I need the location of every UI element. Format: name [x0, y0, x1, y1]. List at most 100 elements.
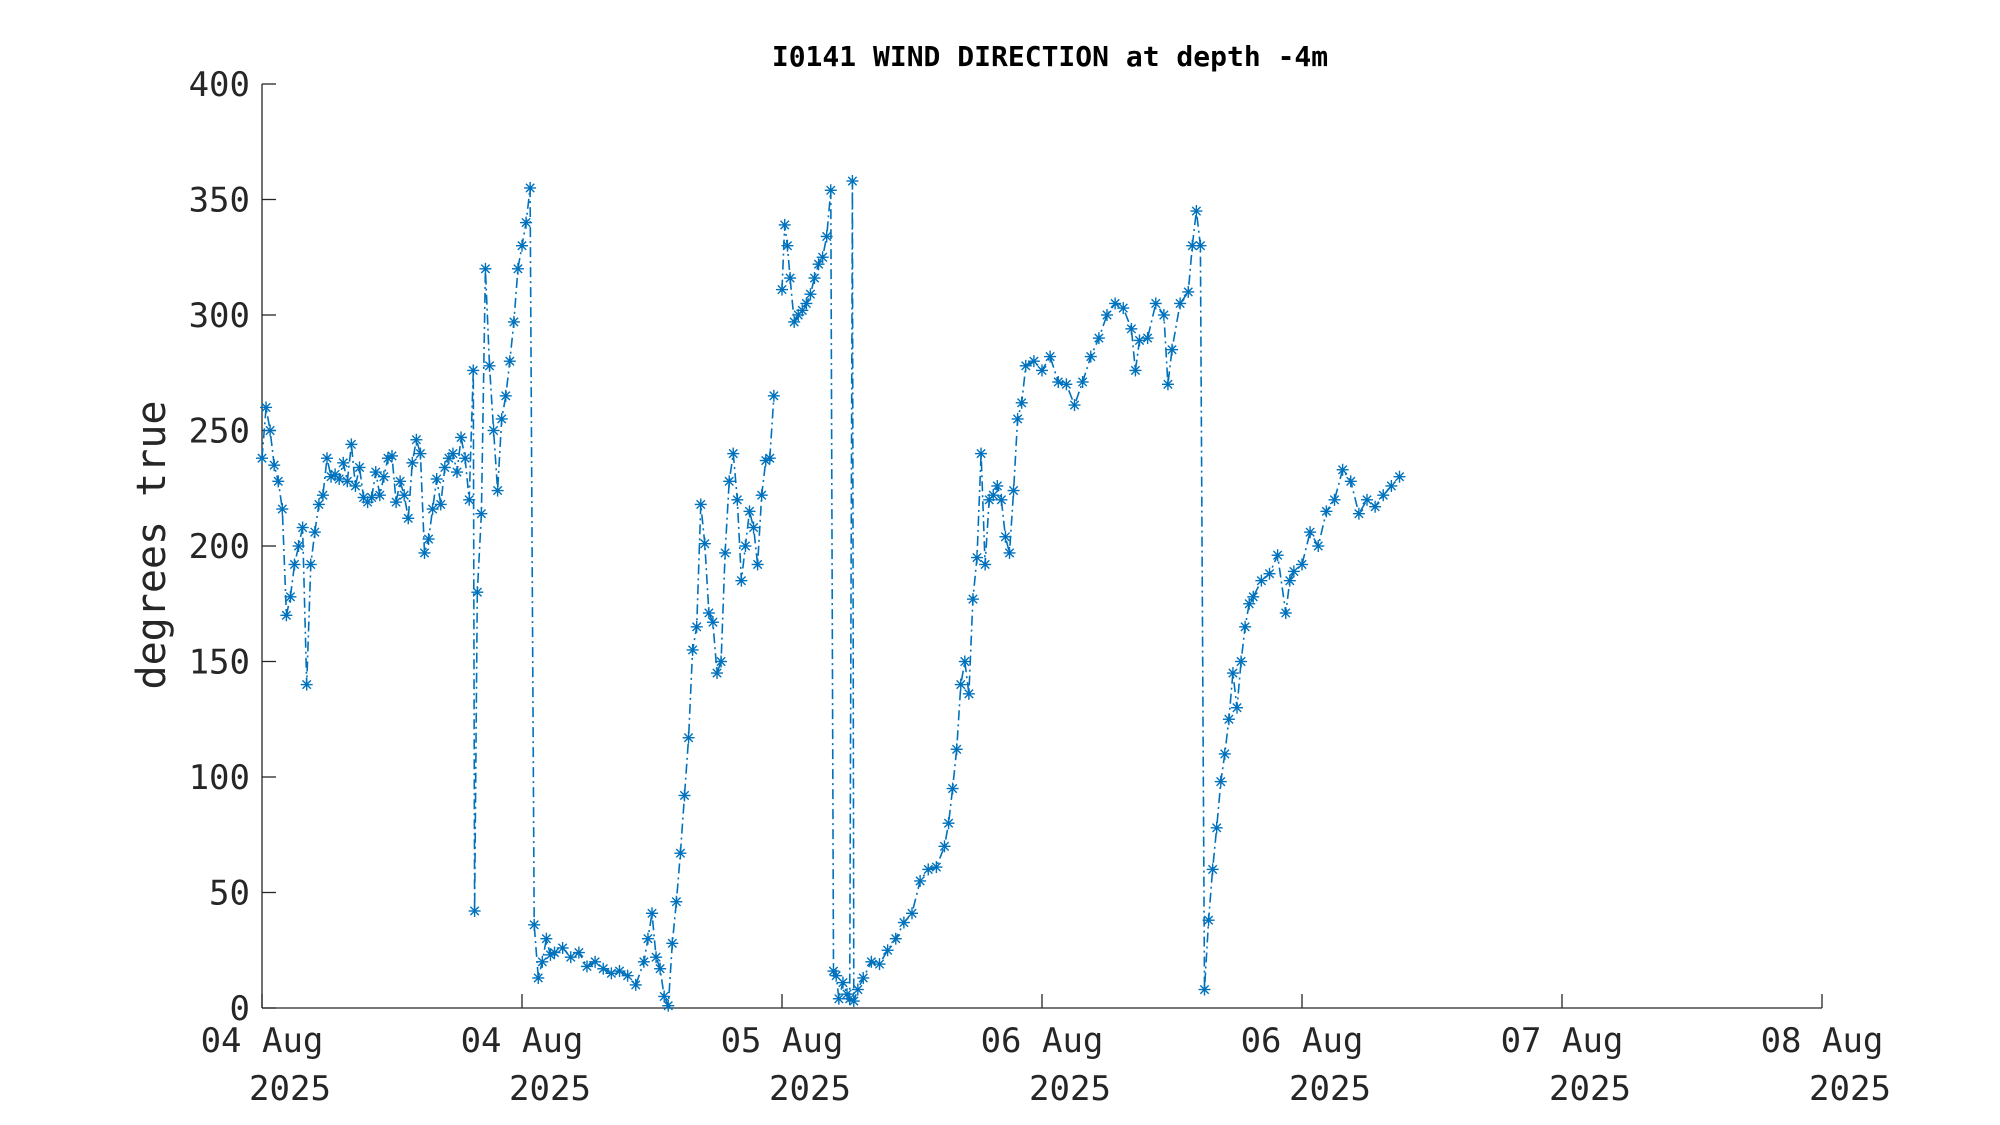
- x-tick-label: 05 Aug: [721, 1021, 844, 1061]
- data-point: [881, 944, 894, 957]
- data-point: [1157, 309, 1170, 321]
- y-tick-label: 400: [189, 65, 250, 105]
- data-point: [398, 489, 411, 502]
- data-point: [820, 230, 833, 243]
- data-point: [629, 978, 642, 991]
- y-axis-label: degrees true: [129, 401, 175, 690]
- data-point: [536, 955, 549, 968]
- data-point: [650, 951, 663, 964]
- data-point: [784, 272, 797, 285]
- x-tick-label: 08 Aug: [1761, 1021, 1884, 1061]
- y-tick-label: 100: [189, 758, 250, 798]
- data-point: [276, 503, 289, 516]
- y-tick-label: 200: [189, 527, 250, 567]
- data-point: [1019, 359, 1032, 372]
- series-line: [781, 180, 1401, 1002]
- data-point: [524, 181, 537, 194]
- data-point: [1206, 863, 1219, 876]
- data-point: [304, 558, 317, 571]
- data-point: [1027, 355, 1040, 368]
- data-point: [971, 551, 983, 564]
- data-point: [468, 904, 481, 917]
- data-point: [434, 498, 447, 511]
- data-point: [1243, 597, 1256, 610]
- data-point: [312, 498, 325, 511]
- data-point: [1194, 239, 1207, 252]
- data-point: [345, 438, 358, 451]
- data-point: [1117, 302, 1130, 315]
- data-point: [507, 315, 520, 328]
- data-point: [564, 951, 577, 964]
- data-point: [1125, 322, 1138, 335]
- data-point: [1190, 205, 1203, 218]
- data-point: [942, 817, 955, 830]
- data-point: [995, 493, 1008, 506]
- data-point: [316, 489, 329, 502]
- data-point: [641, 932, 654, 945]
- data-point: [1068, 399, 1081, 412]
- data-point: [597, 962, 610, 975]
- data-point: [1084, 350, 1097, 363]
- data-point: [686, 643, 699, 656]
- data-point: [1296, 558, 1308, 571]
- data-point: [711, 667, 723, 680]
- data-point: [369, 466, 382, 479]
- data-point: [999, 530, 1012, 543]
- series-line: [261, 187, 775, 1007]
- data-point: [991, 479, 1004, 492]
- data-point: [402, 512, 415, 525]
- data-point: [1036, 364, 1048, 377]
- data-point: [897, 916, 910, 929]
- data-point: [495, 412, 508, 425]
- data-point: [1352, 507, 1365, 520]
- data-point: [727, 447, 740, 460]
- x-tick-label-year: 2025: [509, 1069, 591, 1109]
- x-tick-label: 06 Aug: [981, 1021, 1104, 1061]
- data-point: [646, 907, 658, 920]
- data-point: [1226, 667, 1239, 680]
- data-point: [503, 355, 516, 368]
- data-point: [763, 452, 776, 465]
- data-point: [386, 449, 398, 462]
- data-point: [979, 558, 992, 571]
- data-point: [808, 272, 821, 285]
- data-point: [1076, 375, 1089, 388]
- data-point: [846, 175, 859, 188]
- data-point: [532, 971, 545, 984]
- data-point: [308, 526, 321, 539]
- data-point: [520, 216, 533, 229]
- data-point: [1369, 500, 1382, 513]
- data-point: [958, 655, 971, 668]
- data-point: [698, 537, 711, 550]
- data-point: [666, 937, 679, 950]
- axes: 0 50 100 150 200 250 300 350 400 04 Aug 2025 04 Aug…: [189, 65, 1891, 1109]
- data-point: [662, 999, 675, 1012]
- data-point: [670, 895, 683, 908]
- x-tick-label-year: 2025: [1029, 1069, 1111, 1109]
- data-point: [658, 990, 671, 1003]
- data-point: [781, 239, 794, 252]
- x-tick-label-year: 2025: [249, 1069, 331, 1109]
- x-tick-label-year: 2025: [1549, 1069, 1631, 1109]
- data-point: [1235, 655, 1248, 668]
- data-point: [873, 958, 886, 971]
- data-point: [491, 484, 504, 497]
- data-point: [418, 546, 431, 559]
- data-point: [1161, 378, 1174, 391]
- data-point: [390, 496, 403, 509]
- data-point: [410, 433, 423, 446]
- data-point: [349, 479, 362, 492]
- data-point: [788, 315, 801, 328]
- data-point: [1182, 285, 1195, 298]
- data-point: [438, 461, 451, 474]
- x-tick-label: 04 Aug: [461, 1021, 584, 1061]
- data-point: [743, 505, 756, 518]
- data-point: [1320, 505, 1333, 518]
- data-point: [767, 389, 780, 402]
- data-point: [865, 955, 878, 968]
- data-point: [654, 962, 667, 975]
- data-point: [621, 969, 634, 982]
- data-point: [572, 946, 585, 959]
- data-point: [1141, 332, 1154, 345]
